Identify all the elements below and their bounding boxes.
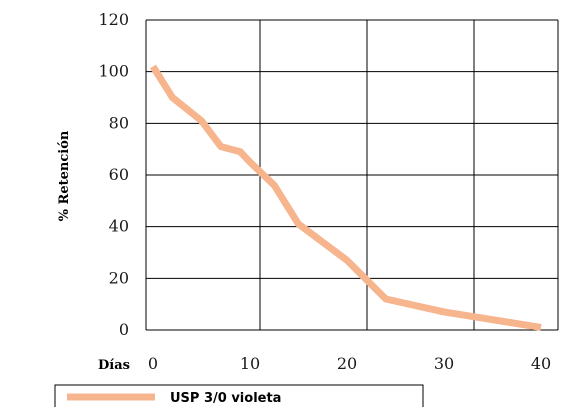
legend-box — [54, 384, 424, 407]
x-tick-labels: 0 10 20 30 40 — [148, 354, 551, 373]
y-tick-label: 0 — [119, 320, 129, 339]
series-line — [150, 64, 542, 331]
x-tick-label: 10 — [240, 354, 260, 373]
series-layer — [150, 64, 542, 331]
legend: USP 3/0 violeta — [54, 384, 424, 407]
axes — [145, 20, 559, 330]
y-axis-label: % Retención — [57, 130, 72, 221]
y-tick-labels: 0 20 40 60 80 100 120 — [98, 10, 129, 339]
y-tick-label: 100 — [98, 62, 129, 81]
x-tick-label: 0 — [148, 354, 158, 373]
x-tick-label: 40 — [531, 354, 551, 373]
y-tick-label: 20 — [109, 268, 129, 287]
x-tick-label: 20 — [337, 354, 357, 373]
grid-lines — [146, 19, 558, 331]
y-tick-label: 40 — [109, 217, 129, 236]
y-tick-label: 80 — [109, 113, 129, 132]
legend-label: USP 3/0 violeta — [170, 391, 281, 406]
x-tick-label: 30 — [434, 354, 454, 373]
x-axis-label: Días — [98, 358, 130, 373]
y-tick-label: 60 — [109, 165, 129, 184]
y-tick-label: 120 — [98, 10, 129, 29]
